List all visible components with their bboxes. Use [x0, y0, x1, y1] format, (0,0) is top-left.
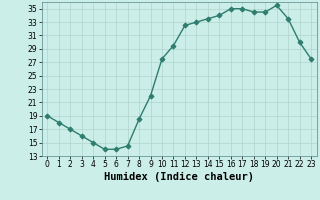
X-axis label: Humidex (Indice chaleur): Humidex (Indice chaleur) [104, 172, 254, 182]
